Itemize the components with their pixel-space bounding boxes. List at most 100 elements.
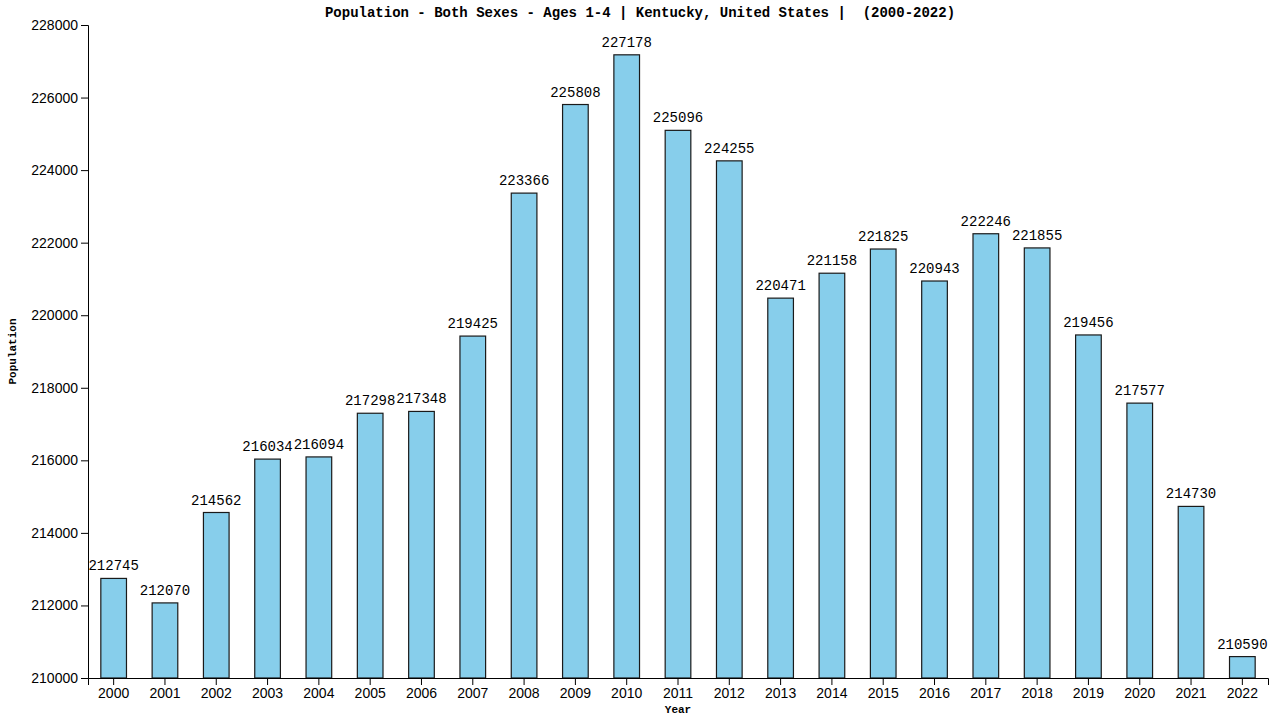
x-tick-mark xyxy=(318,678,319,685)
x-tick: 2016 xyxy=(919,678,950,701)
x-tick-label: 2007 xyxy=(457,685,488,701)
x-tick: 2017 xyxy=(970,678,1001,701)
x-tick-mark xyxy=(472,678,473,685)
bar xyxy=(1230,657,1256,678)
bar xyxy=(819,273,845,678)
y-tick-mark xyxy=(81,678,88,679)
x-tick-mark xyxy=(729,678,730,685)
y-tick-mark xyxy=(81,315,88,316)
bar xyxy=(255,459,281,678)
y-tick-mark xyxy=(81,170,88,171)
x-tick-label: 2004 xyxy=(303,685,334,701)
title: Population - Both Sexes - Ages 1-4 | Ken… xyxy=(325,5,955,21)
x-axis: 2000200120022003200420052006200720082009… xyxy=(89,678,1269,701)
bar xyxy=(101,578,127,678)
x-tick: 2022 xyxy=(1227,678,1258,701)
bar xyxy=(922,281,948,678)
x-tick-label: 2009 xyxy=(560,685,591,701)
x-tick-mark xyxy=(1242,678,1243,685)
data-label: 225096 xyxy=(653,110,703,126)
x-axis-title: Year xyxy=(665,704,691,716)
data-label: 220943 xyxy=(909,261,959,277)
x-tick-mark xyxy=(934,678,935,685)
x-tick: 2015 xyxy=(868,678,899,701)
x-tick-mark xyxy=(626,678,627,685)
data-label: 225808 xyxy=(550,85,600,101)
x-tick-mark xyxy=(831,678,832,685)
x-tick-label: 2013 xyxy=(765,685,796,701)
x-tick-label: 2010 xyxy=(611,685,642,701)
data-label: 219456 xyxy=(1063,315,1113,331)
data-label: 222246 xyxy=(961,214,1011,230)
x-tick-mark xyxy=(216,678,217,685)
data-label: 221825 xyxy=(858,229,908,245)
bar xyxy=(357,413,383,678)
x-tick: 2012 xyxy=(714,678,745,701)
y-tick-mark xyxy=(81,243,88,244)
x-tick: 2002 xyxy=(201,678,232,701)
x-tick-mark xyxy=(1037,678,1038,685)
x-tick-label: 2014 xyxy=(816,685,847,701)
x-tick: 2013 xyxy=(765,678,796,701)
bar xyxy=(614,55,640,678)
x-tick-mark xyxy=(164,678,165,685)
x-tick-mark xyxy=(780,678,781,685)
bar xyxy=(511,193,537,678)
x-tick-label: 2001 xyxy=(149,685,180,701)
x-tick-label: 2003 xyxy=(252,685,283,701)
y-tick: 224000 xyxy=(31,162,88,178)
data-label: 217577 xyxy=(1115,383,1165,399)
data-label: 224255 xyxy=(704,141,754,157)
chart: Population - Both Sexes - Ages 1-4 | Ken… xyxy=(0,0,1280,720)
y-tick-mark xyxy=(81,98,88,99)
x-tick-label: 2011 xyxy=(663,685,693,701)
x-tick-mark xyxy=(421,678,422,685)
y-tick-label: 216000 xyxy=(31,452,78,468)
bar xyxy=(716,161,742,678)
bar xyxy=(409,411,435,678)
y-tick-mark xyxy=(81,605,88,606)
bar xyxy=(665,130,691,678)
data-label: 214562 xyxy=(191,493,241,509)
x-tick-mark xyxy=(883,678,884,685)
x-tick-mark xyxy=(985,678,986,685)
y-tick: 216000 xyxy=(31,452,88,468)
x-tick: 2011 xyxy=(663,678,693,701)
y-tick-label: 214000 xyxy=(31,525,78,541)
x-tick-label: 2012 xyxy=(714,685,745,701)
bar xyxy=(152,603,178,678)
x-tick: 2003 xyxy=(252,678,283,701)
bar xyxy=(1024,248,1050,678)
data-label: 212070 xyxy=(140,583,190,599)
bars xyxy=(101,55,1255,678)
x-tick-label: 2000 xyxy=(98,685,129,701)
data-label: 217348 xyxy=(396,391,446,407)
bar xyxy=(1127,403,1153,678)
x-tick-label: 2008 xyxy=(509,685,540,701)
x-tick: 2019 xyxy=(1073,678,1104,701)
data-label: 219425 xyxy=(448,316,498,332)
x-tick: 2014 xyxy=(816,678,847,701)
data-label: 217298 xyxy=(345,393,395,409)
x-tick-mark xyxy=(575,678,576,685)
x-tick-label: 2015 xyxy=(868,685,899,701)
x-tick: 2021 xyxy=(1175,678,1206,701)
data-label: 220471 xyxy=(755,278,805,294)
y-tick: 226000 xyxy=(31,90,88,106)
y-axis-title: Population xyxy=(7,318,19,384)
x-tick-label: 2005 xyxy=(355,685,386,701)
x-tick-mark xyxy=(1139,678,1140,685)
y-tick-mark xyxy=(81,460,88,461)
x-tick-mark xyxy=(267,678,268,685)
data-labels: 2127452120702145622160342160942172982173… xyxy=(88,35,1267,653)
x-tick-label: 2019 xyxy=(1073,685,1104,701)
bar xyxy=(563,105,589,678)
y-axis-line xyxy=(81,26,89,679)
x-tick: 2018 xyxy=(1022,678,1053,701)
y-tick: 218000 xyxy=(31,380,88,396)
y-tick-label: 222000 xyxy=(31,235,78,251)
x-tick-label: 2018 xyxy=(1022,685,1053,701)
x-tick: 2009 xyxy=(560,678,591,701)
data-label: 212745 xyxy=(88,558,138,574)
y-tick-label: 210000 xyxy=(31,670,78,686)
